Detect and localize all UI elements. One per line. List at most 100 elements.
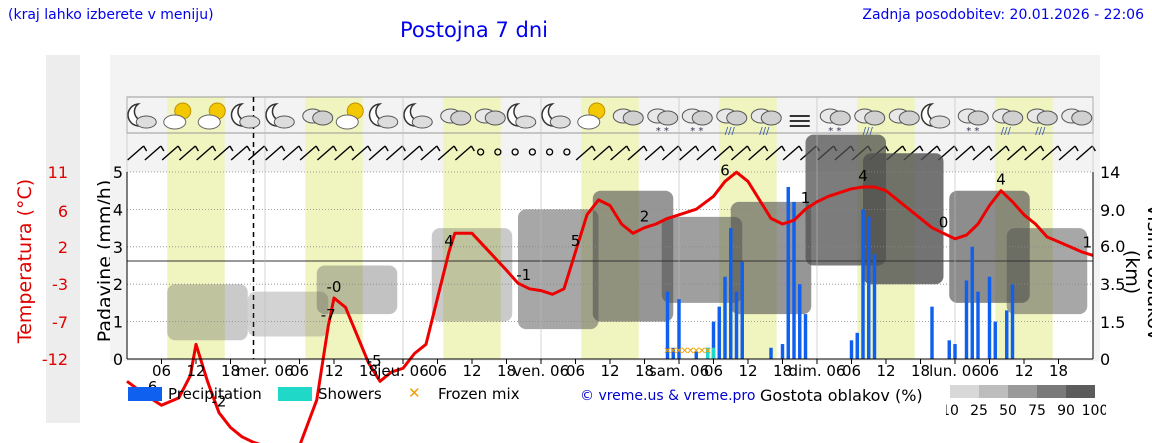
wind-barb (1041, 145, 1062, 161)
barb-flag (798, 145, 803, 152)
wind-barb (420, 145, 441, 161)
rain-icon: /// (716, 108, 748, 137)
copyright-link[interactable]: © vreme.us & vreme.pro (580, 388, 756, 404)
x-tick-label: 12 (462, 362, 481, 380)
cloud-puff (929, 115, 951, 129)
barb-flag (1005, 145, 1010, 152)
precip-tick-label: 0 (113, 350, 123, 369)
cloud-puff (657, 110, 679, 126)
cloud-puff (197, 114, 221, 130)
location-note[interactable]: (kraj lahko izberete v meniju) (8, 7, 214, 23)
barb-flag (988, 145, 993, 152)
temperature-value-label: 4 (996, 171, 1006, 189)
precipitation-bar (665, 291, 670, 359)
barb-shaft (1024, 145, 1042, 161)
x-tick-label: 18 (911, 362, 930, 380)
barb-shaft (1006, 145, 1024, 161)
precipitation-bar (723, 276, 727, 359)
moon-icon (403, 103, 433, 129)
wind-barb (437, 145, 458, 161)
barb-shaft (748, 145, 766, 161)
wind-barb (403, 145, 424, 161)
x-tick-label: 06 (980, 362, 999, 380)
temperature-value-label: 1 (801, 189, 811, 207)
rain-icon: /// (854, 108, 886, 137)
precip-tick-label: 4 (113, 200, 123, 219)
temperature-tick-label: -3 (52, 275, 68, 294)
barb-shaft (247, 145, 265, 161)
x-tick-label: 18 (1049, 362, 1068, 380)
precipitation-bar (861, 209, 865, 359)
density-step-label: 10 (946, 403, 959, 419)
wind-barb (265, 145, 286, 161)
daylight-band (167, 97, 225, 359)
legend-showers-label: Showers (318, 385, 382, 403)
precipitation-bar (855, 332, 859, 359)
barb-shaft (679, 145, 697, 161)
barb-flag (315, 145, 320, 152)
precipitation-bar (1005, 310, 1009, 359)
x-tick-label: 12 (876, 362, 895, 380)
snow-icon: * * (957, 108, 989, 137)
cloud-density-blob (592, 190, 674, 322)
x-tick-label: 18 (635, 362, 654, 380)
temperature-value-label: 4 (858, 167, 868, 185)
wind-barb (972, 145, 993, 161)
frozen-mix-marker: ✕ (663, 346, 671, 357)
precipitation-bar (792, 201, 796, 359)
barb-flag (1022, 145, 1027, 152)
moon-icon (265, 103, 295, 129)
wind-barb (196, 145, 217, 161)
frozen-mix-marker: ✕ (686, 346, 694, 357)
barb-flag (436, 145, 441, 152)
barb-shaft (592, 145, 610, 161)
barb-shaft (385, 145, 403, 161)
cloud-puff (135, 115, 157, 129)
sun-icon (163, 102, 192, 130)
x-tick-label: 06 (566, 362, 585, 380)
cloud-density-blob (431, 228, 513, 322)
wind-barb (644, 145, 665, 161)
wind-barb (454, 145, 475, 161)
x-tick-label: 06 (428, 362, 447, 380)
cloud-puff (515, 115, 537, 129)
barb-shaft (127, 145, 145, 161)
wind-barb (230, 145, 251, 161)
precipitation-bar (671, 347, 675, 359)
barb-shaft (713, 145, 731, 161)
barb-flag (660, 145, 665, 152)
temperature-value-label: -5 (367, 352, 382, 370)
precipitation-bar (711, 321, 716, 359)
cloud-density-blob (863, 153, 944, 285)
temperature-value-label: -0 (327, 278, 342, 296)
barb-flag (764, 145, 769, 152)
wind-calm-marker (476, 148, 485, 156)
barb-flag (384, 145, 389, 152)
density-step-label: 25 (970, 403, 988, 419)
wind-barb (368, 145, 389, 161)
temperature-tick-label: 11 (48, 163, 68, 182)
barb-flag (350, 145, 355, 152)
cloud-puff (967, 110, 989, 126)
frozen-mix-marker: ✕ (669, 346, 677, 357)
sun-icon (335, 102, 364, 130)
barb-shaft (730, 145, 748, 161)
cloud-density-blob (167, 284, 248, 341)
precipitation-bar (798, 284, 802, 359)
barb-flag (1074, 145, 1079, 152)
temperature-tick-label: 6 (58, 202, 68, 221)
frozen-mix-marker: ✕ (692, 346, 700, 357)
cloud-puff (760, 110, 782, 126)
barb-flag (902, 145, 907, 152)
moon-icon (506, 103, 537, 129)
wind-barb (696, 145, 717, 161)
barb-flag (194, 145, 199, 152)
barb-shaft (144, 145, 162, 161)
barb-flag (936, 145, 941, 152)
barb-shaft (627, 145, 645, 161)
x-tick-label: 12 (186, 362, 205, 380)
cloud-puff (273, 115, 295, 129)
density-swatch (979, 385, 1008, 398)
barb-shaft (696, 145, 714, 161)
frozen-mix-marker: ✕ (704, 346, 712, 357)
